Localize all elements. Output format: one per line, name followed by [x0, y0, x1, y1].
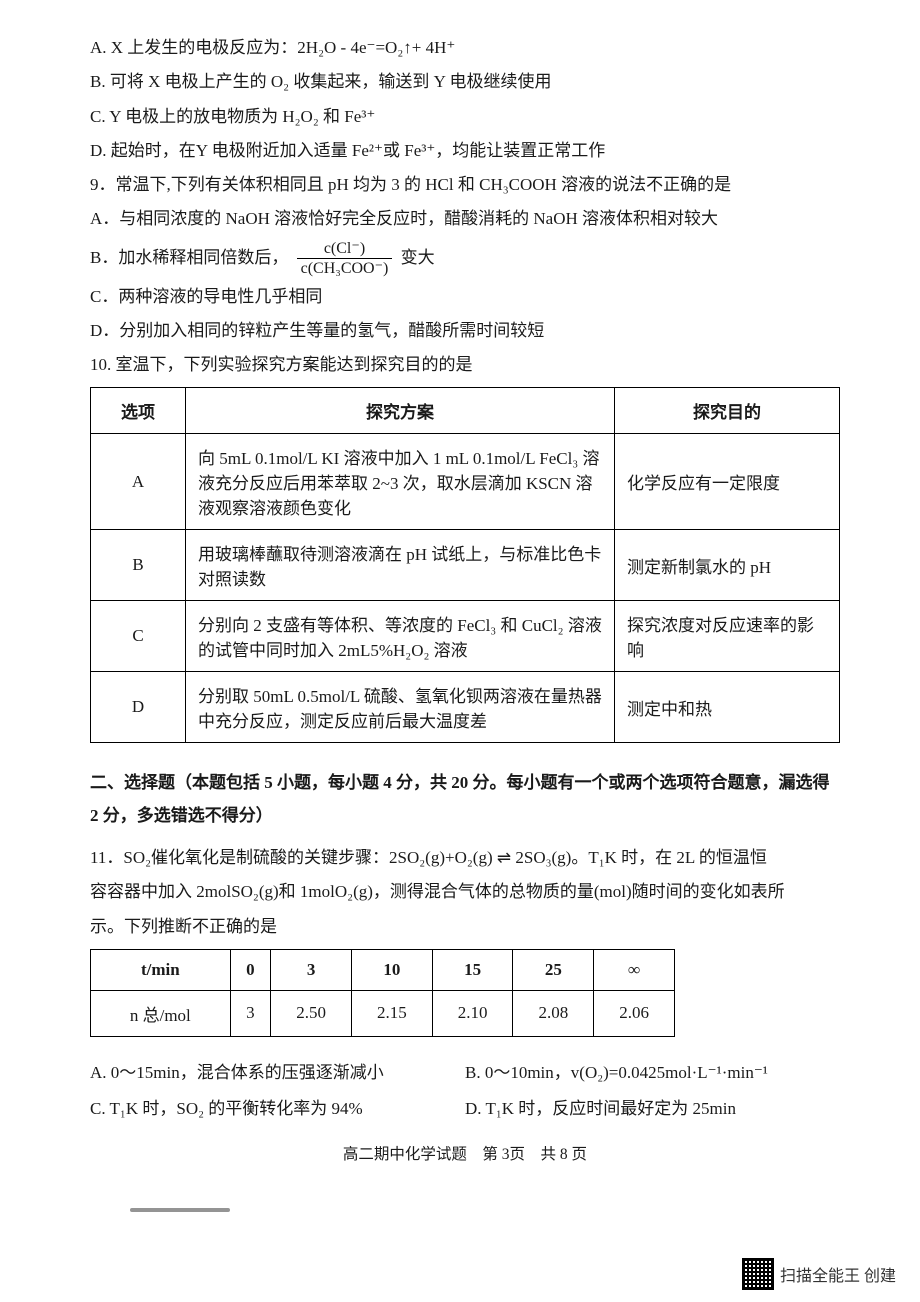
- th-val: 0: [230, 949, 271, 990]
- th-val: 25: [513, 949, 594, 990]
- cell-opt: B: [91, 530, 186, 601]
- th-val: 15: [432, 949, 513, 990]
- q9-option-a: A．与相同浓度的 NaOH 溶液恰好完全反应时，醋酸消耗的 NaOH 溶液体积相…: [90, 203, 840, 235]
- cell-purpose: 测定中和热: [615, 672, 840, 743]
- table-row: D 分别取 50mL 0.5mol/L 硫酸、氢氧化钡两溶液在量热器中充分反应，…: [91, 672, 840, 743]
- cell-opt: C: [91, 601, 186, 672]
- table-header-row: 选项 探究方案 探究目的: [91, 388, 840, 434]
- q10-stem: 10. 室温下，下列实验探究方案能达到探究目的的是: [90, 349, 840, 381]
- table-row: n 总/mol 3 2.50 2.15 2.10 2.08 2.06: [91, 990, 675, 1036]
- cell-val: 3: [230, 990, 271, 1036]
- scan-smudge: [130, 1208, 230, 1212]
- cell-opt: D: [91, 672, 186, 743]
- qr-icon: [742, 1258, 774, 1290]
- q9-b-fraction: c(Cl⁻) c(CH₃COO⁻): [297, 239, 393, 278]
- q9-b-prefix: B．加水稀释相同倍数后，: [90, 248, 288, 267]
- table-row: A 向 5mL 0.1mol/L KI 溶液中加入 1 mL 0.1mol/L …: [91, 434, 840, 530]
- section2-title: 二、选择题（本题包括 5 小题，每小题 4 分，共 20 分。每小题有一个或两个…: [90, 767, 840, 832]
- cell-val: 2.06: [594, 990, 675, 1036]
- th-option: 选项: [91, 388, 186, 434]
- scanner-watermark: 扫描全能王 创建: [742, 1258, 896, 1290]
- cell-purpose: 探究浓度对反应速率的影响: [615, 601, 840, 672]
- cell-purpose: 化学反应有一定限度: [615, 434, 840, 530]
- exam-page: A. X 上发生的电极反应为：2H₂O - 4e⁻=O₂↑+ 4H⁺ B. 可将…: [0, 0, 920, 1302]
- q11-option-d: D. T₁K 时，反应时间最好定为 25min: [465, 1093, 840, 1125]
- cell-plan: 用玻璃棒蘸取待测溶液滴在 pH 试纸上，与标准比色卡对照读数: [186, 530, 615, 601]
- q9-option-d: D．分别加入相同的锌粒产生等量的氢气，醋酸所需时间较短: [90, 315, 840, 347]
- q11-options-row1: A. 0～15min，混合体系的压强逐渐减小 B. 0～10min，v(O₂)=…: [90, 1055, 840, 1091]
- cell-val: 2.50: [271, 990, 352, 1036]
- q11-option-b: B. 0～10min，v(O₂)=0.0425mol·L⁻¹·min⁻¹: [465, 1057, 840, 1089]
- q10-table: 选项 探究方案 探究目的 A 向 5mL 0.1mol/L KI 溶液中加入 1…: [90, 387, 840, 743]
- cell-opt: A: [91, 434, 186, 530]
- page-footer: 高二期中化学试题 第 3页 共 8 页: [90, 1142, 840, 1164]
- cell-val: 2.10: [432, 990, 513, 1036]
- q11-option-c: C. T₁K 时，SO₂ 的平衡转化率为 94%: [90, 1093, 465, 1125]
- q11-stem-1: 11．SO₂催化氧化是制硫酸的关键步骤：2SO₂(g)+O₂(g) ⇌ 2SO₃…: [90, 842, 840, 874]
- watermark-text: 扫描全能王 创建: [780, 1262, 896, 1286]
- q8-option-b: B. 可将 X 电极上产生的 O₂ 收集起来，输送到 Y 电极继续使用: [90, 66, 840, 98]
- q11-options-row2: C. T₁K 时，SO₂ 的平衡转化率为 94% D. T₁K 时，反应时间最好…: [90, 1091, 840, 1127]
- q9-option-c: C．两种溶液的导电性几乎相同: [90, 281, 840, 313]
- th-val: 10: [351, 949, 432, 990]
- th-plan: 探究方案: [186, 388, 615, 434]
- table-row: C 分别向 2 支盛有等体积、等浓度的 FeCl₃ 和 CuCl₂ 溶液的试管中…: [91, 601, 840, 672]
- table-row: B 用玻璃棒蘸取待测溶液滴在 pH 试纸上，与标准比色卡对照读数 测定新制氯水的…: [91, 530, 840, 601]
- cell-purpose: 测定新制氯水的 pH: [615, 530, 840, 601]
- q9-b-suffix: 变大: [401, 248, 435, 267]
- q8-option-d: D. 起始时，在Y 电极附近加入适量 Fe²⁺或 Fe³⁺，均能让装置正常工作: [90, 135, 840, 167]
- q9-stem: 9．常温下,下列有关体积相同且 pH 均为 3 的 HCl 和 CH₃COOH …: [90, 169, 840, 201]
- q11-option-a: A. 0～15min，混合体系的压强逐渐减小: [90, 1057, 465, 1089]
- th-time: t/min: [91, 949, 231, 990]
- q11-stem-2: 容容器中加入 2molSO₂(g)和 1molO₂(g)，测得混合气体的总物质的…: [90, 876, 840, 908]
- cell-plan: 分别向 2 支盛有等体积、等浓度的 FeCl₃ 和 CuCl₂ 溶液的试管中同时…: [186, 601, 615, 672]
- q9-option-b: B．加水稀释相同倍数后， c(Cl⁻) c(CH₃COO⁻) 变大: [90, 238, 840, 279]
- th-val: ∞: [594, 949, 675, 990]
- q8-option-a: A. X 上发生的电极反应为：2H₂O - 4e⁻=O₂↑+ 4H⁺: [90, 32, 840, 64]
- cell-plan: 分别取 50mL 0.5mol/L 硫酸、氢氧化钡两溶液在量热器中充分反应，测定…: [186, 672, 615, 743]
- row-label: n 总/mol: [91, 990, 231, 1036]
- cell-plan: 向 5mL 0.1mol/L KI 溶液中加入 1 mL 0.1mol/L Fe…: [186, 434, 615, 530]
- cell-val: 2.08: [513, 990, 594, 1036]
- frac-den: c(CH₃COO⁻): [297, 259, 393, 278]
- frac-num: c(Cl⁻): [297, 239, 393, 259]
- q11-data-table: t/min 0 3 10 15 25 ∞ n 总/mol 3 2.50 2.15…: [90, 949, 675, 1037]
- q8-option-c: C. Y 电极上的放电物质为 H₂O₂ 和 Fe³⁺: [90, 101, 840, 133]
- cell-val: 2.15: [351, 990, 432, 1036]
- q11-stem-3: 示。下列推断不正确的是: [90, 911, 840, 943]
- th-val: 3: [271, 949, 352, 990]
- table-header-row: t/min 0 3 10 15 25 ∞: [91, 949, 675, 990]
- th-purpose: 探究目的: [615, 388, 840, 434]
